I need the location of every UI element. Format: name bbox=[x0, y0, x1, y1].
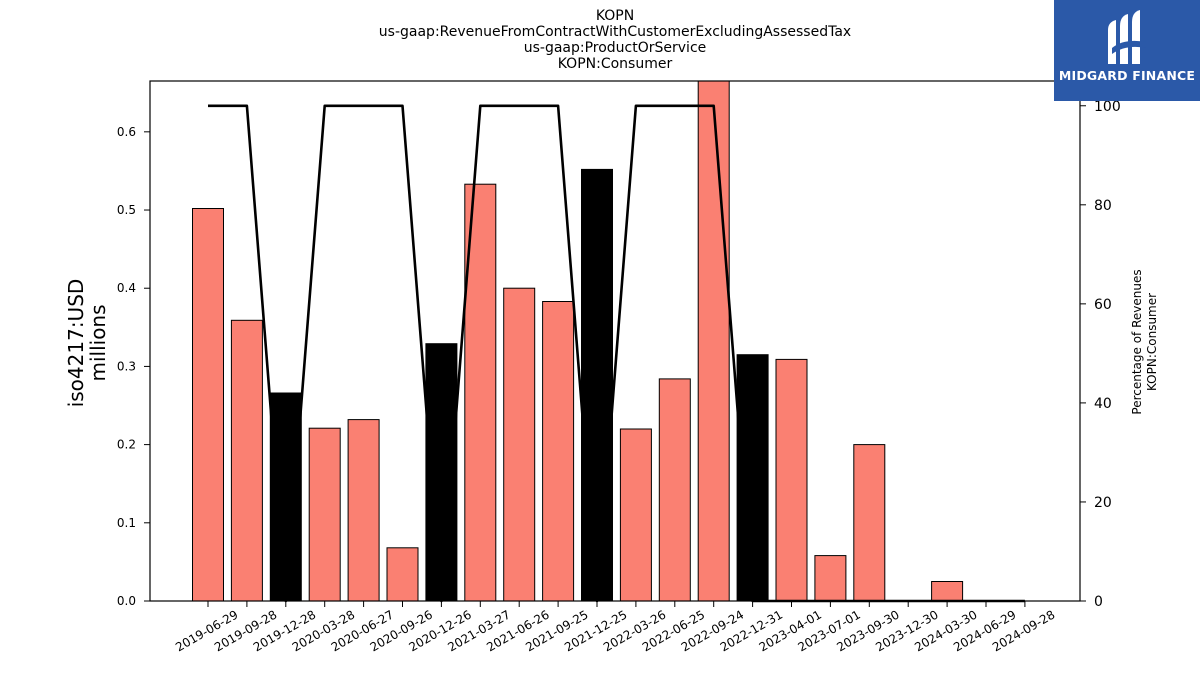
logo-text: MIDGARD FINANCE bbox=[1058, 68, 1196, 83]
y2-tick-label: 20 bbox=[1094, 495, 1112, 511]
y-tick-label: 0.3 bbox=[117, 359, 136, 373]
y2-axis-title-line-2: KOPN:Consumer bbox=[1145, 293, 1159, 391]
y2-tick-label: 0 bbox=[1094, 594, 1103, 610]
bar-2020-03-28 bbox=[308, 427, 341, 602]
bar-2019-09-28 bbox=[230, 319, 263, 602]
y-axis-title: iso4217:USD millions bbox=[64, 279, 110, 408]
y-axis-left: 0.0 0.1 0.2 0.3 0.4 0.5 0.6 bbox=[117, 125, 150, 608]
title-line-3: us-gaap:ProductOrService bbox=[524, 40, 707, 56]
bar-2023-07-01 bbox=[814, 555, 847, 602]
x-axis: 2019-06-292019-09-282019-12-282020-03-28… bbox=[173, 601, 1057, 654]
midgard-logo-icon bbox=[1108, 10, 1146, 64]
y-axis-title-line-2: millions bbox=[86, 304, 110, 381]
title-line-2: us-gaap:RevenueFromContractWithCustomerE… bbox=[379, 24, 851, 40]
bar-2020-09-26 bbox=[386, 547, 419, 602]
midgard-finance-logo: MIDGARD FINANCE bbox=[1054, 0, 1200, 101]
bar-2021-09-25 bbox=[542, 301, 575, 602]
bar-2023-09-30 bbox=[853, 444, 886, 602]
chart-title: KOPN us-gaap:RevenueFromContractWithCust… bbox=[379, 8, 851, 72]
bar-2020-06-27 bbox=[347, 419, 380, 602]
bar-2024-03-30 bbox=[931, 581, 964, 602]
bar-2023-04-01 bbox=[775, 358, 808, 602]
bar-2019-06-29 bbox=[192, 208, 224, 602]
bar-2022-03-26 bbox=[619, 428, 652, 602]
y2-axis-title: Percentage of Revenues KOPN:Consumer bbox=[1130, 269, 1159, 414]
bar-2021-12-25 bbox=[581, 168, 613, 602]
y-tick-label: 0.5 bbox=[117, 203, 136, 217]
bar-2022-09-24 bbox=[697, 80, 730, 602]
y-tick-label: 0.0 bbox=[117, 594, 136, 608]
y-tick-label: 0.6 bbox=[117, 125, 136, 139]
y-axis-title-line-1: iso4217:USD bbox=[64, 279, 88, 408]
bar-2022-06-25 bbox=[658, 378, 691, 602]
bar-2021-06-26 bbox=[503, 287, 536, 602]
title-line-4: KOPN:Consumer bbox=[558, 56, 673, 72]
y-axis-right: 0 20 40 60 80 100 bbox=[1080, 99, 1121, 610]
y-tick-label: 0.1 bbox=[117, 516, 136, 530]
title-line-1: KOPN bbox=[596, 8, 634, 24]
plot-frame bbox=[149, 80, 1081, 602]
y-tick-label: 0.2 bbox=[117, 438, 136, 452]
y2-axis-title-line-1: Percentage of Revenues bbox=[1130, 269, 1144, 414]
y-tick-label: 0.4 bbox=[117, 281, 136, 295]
y2-tick-label: 60 bbox=[1094, 297, 1112, 313]
y2-tick-label: 80 bbox=[1094, 198, 1112, 214]
bar-2019-12-28 bbox=[269, 392, 302, 602]
y2-tick-label: 100 bbox=[1094, 99, 1121, 115]
y2-tick-label: 40 bbox=[1094, 396, 1112, 412]
